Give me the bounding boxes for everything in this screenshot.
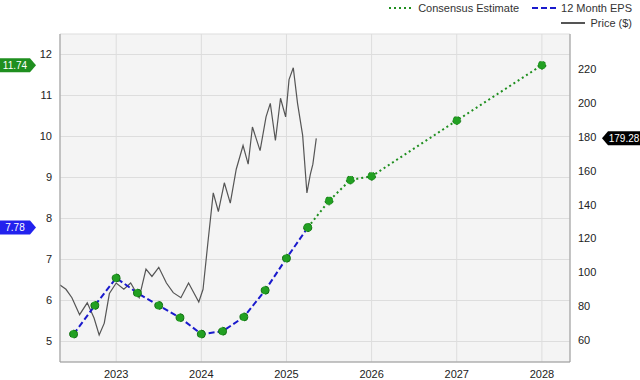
svg-text:6: 6 [46, 294, 52, 306]
svg-text:11.74: 11.74 [8, 60, 28, 71]
svg-text:7: 7 [46, 253, 52, 265]
svg-text:2027: 2027 [445, 368, 469, 380]
svg-text:2023: 2023 [104, 368, 128, 380]
svg-text:2025: 2025 [274, 368, 298, 380]
svg-text:2026: 2026 [359, 368, 383, 380]
html-text:Consensus Estimate: Consensus Estimate [418, 2, 520, 14]
svg-text:10: 10 [40, 130, 52, 142]
html-text:12 Month EPS: 12 Month EPS [561, 2, 632, 14]
html-text:Price ($): Price ($) [590, 17, 632, 29]
svg-text:9: 9 [46, 171, 52, 183]
svg-text:2028: 2028 [530, 368, 554, 380]
svg-text:7.78: 7.78 [8, 222, 25, 233]
svg-text:80: 80 [578, 300, 590, 312]
svg-text:11: 11 [41, 89, 52, 101]
svg-text:120: 120 [578, 232, 596, 244]
svg-text:12: 12 [40, 48, 52, 60]
svg-text:60: 60 [578, 334, 590, 346]
svg-text:8: 8 [46, 212, 52, 224]
svg-text:5: 5 [46, 335, 52, 347]
svg-text:220: 220 [578, 63, 596, 75]
svg-text:2024: 2024 [189, 368, 213, 380]
svg-text:179.28: 179.28 [609, 133, 632, 144]
svg-text:140: 140 [578, 199, 596, 211]
svg-text:200: 200 [578, 97, 596, 109]
svg-text:180: 180 [578, 131, 596, 143]
svg-text:160: 160 [578, 165, 596, 177]
svg-text:100: 100 [578, 266, 596, 278]
